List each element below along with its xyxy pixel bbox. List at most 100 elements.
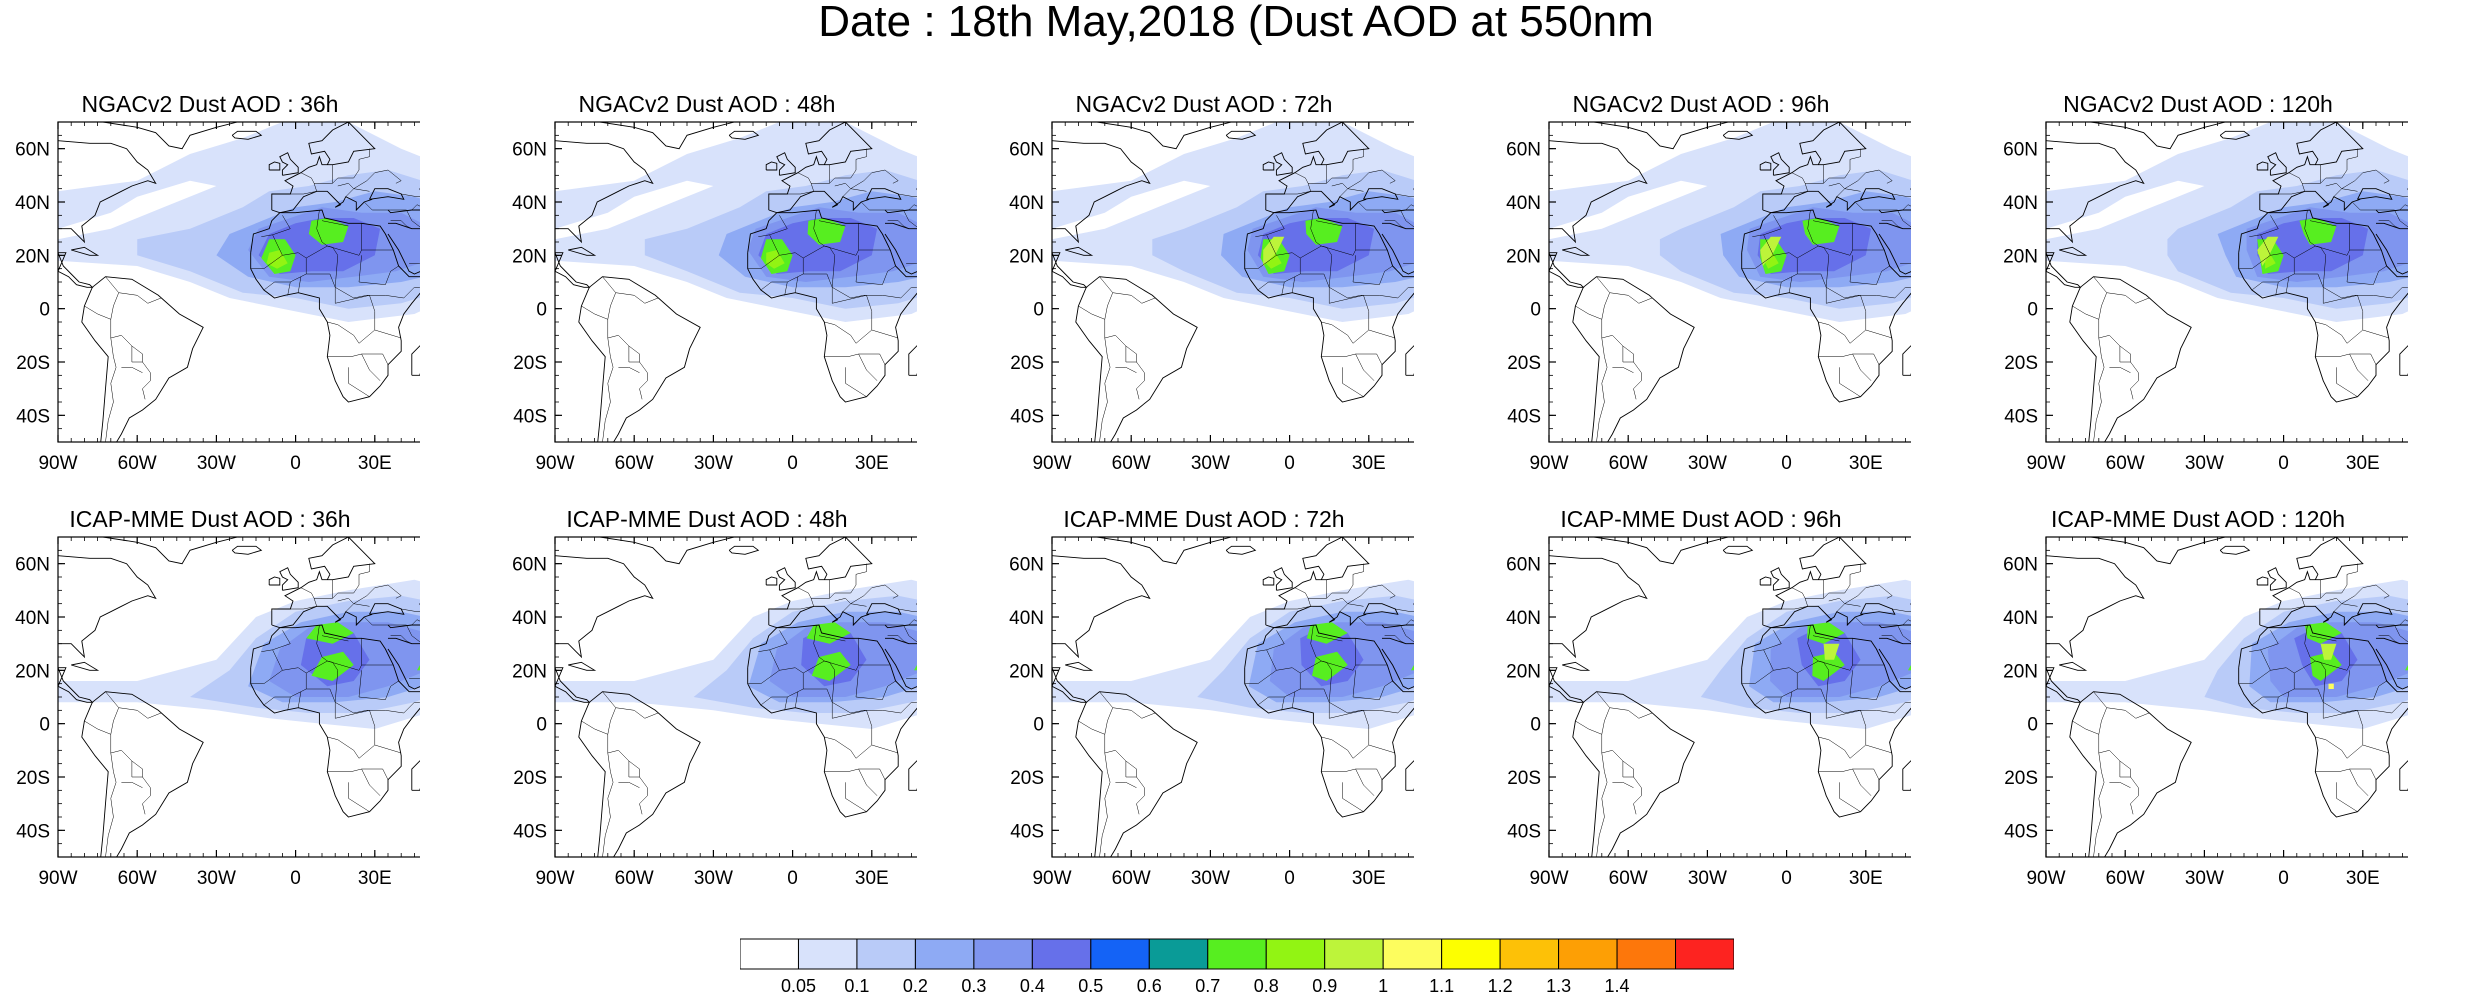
country-border — [2285, 276, 2290, 293]
country-border — [2323, 295, 2390, 339]
country-border — [390, 220, 412, 229]
country-border — [747, 670, 780, 684]
lon-tick-label: 30W — [694, 868, 733, 889]
country-border — [1384, 220, 1406, 229]
coastline-greenland — [2090, 122, 2226, 150]
country-border — [2309, 220, 2337, 227]
country-border — [2349, 223, 2382, 251]
coastline-madagascar — [1902, 345, 1911, 376]
lon-tick-label: 30W — [2185, 453, 2224, 474]
country-border — [1125, 761, 1137, 778]
country-border — [2378, 635, 2400, 644]
country-border — [908, 619, 917, 626]
map-panel-icap-7: ICAP-MME Dust AOD : 72h 60N 40N 20N 0 20S 40S 9… — [994, 505, 1414, 965]
country-border — [2093, 276, 2150, 304]
lon-tick-label: 30W — [2185, 868, 2224, 889]
country-border — [618, 367, 640, 373]
coastline-britain — [1770, 152, 1790, 176]
map-panel-icap-9: ICAP-MME Dust AOD : 120h 60N 40N 20N 0 20S 40S… — [1988, 505, 2408, 965]
country-border — [602, 276, 659, 304]
country-border — [1596, 337, 1608, 442]
dust-aod-map: 60N40N20N020S40S90W60W30W030E60E — [1506, 121, 1911, 474]
country-border — [787, 172, 815, 195]
lon-tick-label: 90W — [1529, 868, 1568, 889]
country-border — [1839, 782, 1861, 812]
colorbar-swatch — [1499, 938, 1560, 970]
country-border — [784, 696, 788, 711]
country-border — [1855, 201, 1882, 211]
coastline-iberiaNorth — [1381, 624, 1414, 629]
country-border — [1575, 305, 1642, 400]
country-border — [1255, 215, 1285, 237]
country-border — [1321, 321, 1369, 344]
lon-tick-label: 90W — [38, 453, 77, 474]
country-border — [411, 619, 420, 626]
coastline-britain — [776, 152, 796, 176]
coastline-iceland — [1225, 545, 1257, 555]
country-border — [1892, 193, 1911, 197]
country-border — [131, 761, 143, 778]
country-border — [361, 768, 381, 796]
country-border — [2378, 209, 2408, 228]
country-border — [1781, 587, 1809, 610]
lon-tick-label: 60W — [1609, 868, 1648, 889]
coastline-europeSouth — [768, 605, 870, 629]
coastline-centralAmerica — [555, 252, 591, 288]
lon-tick-label: 60W — [615, 453, 654, 474]
country-border — [2397, 677, 2408, 679]
lat-tick-label: 20S — [513, 353, 547, 374]
country-border — [607, 292, 616, 320]
coastline-iceland — [2219, 545, 2251, 555]
coastline-madagascar — [411, 345, 420, 376]
lon-tick-label: 30E — [1352, 868, 1386, 889]
coastline-blacksea — [2357, 603, 2393, 615]
lat-tick-label: 20S — [2004, 768, 2038, 789]
coastline-arabia — [884, 637, 917, 690]
country-border — [2238, 255, 2271, 269]
country-border — [1818, 245, 1877, 299]
coastline-iceland — [231, 545, 263, 555]
coastline-blacksea — [1860, 188, 1896, 200]
country-border — [628, 346, 640, 363]
lat-tick-label: 40N — [1009, 193, 1044, 214]
country-border — [1778, 281, 1782, 296]
country-border — [305, 258, 336, 304]
country-border — [361, 638, 394, 666]
colorbar-swatch — [1382, 938, 1443, 970]
country-border — [1284, 587, 1312, 610]
coastline-iberiaNorth — [387, 624, 420, 629]
lat-tick-label: 40S — [1010, 821, 1044, 842]
colorbar-swatch — [1265, 938, 1326, 970]
aod-contour — [2310, 651, 2342, 681]
country-border — [1321, 660, 1380, 714]
country-border — [1796, 673, 1827, 719]
country-border — [2109, 367, 2131, 373]
country-border — [1902, 619, 1911, 626]
country-border — [1352, 255, 1393, 285]
coastline-iberiaNorth — [1381, 209, 1414, 214]
lon-tick-label: 30E — [2346, 453, 2380, 474]
colorbar-swatch — [1031, 938, 1092, 970]
country-border — [1805, 563, 1861, 599]
country-border — [2119, 761, 2131, 778]
coastline-southAmerica — [1572, 691, 1695, 857]
country-border — [887, 209, 917, 228]
country-border — [2309, 635, 2337, 642]
coastline-britain — [2267, 567, 2287, 591]
country-border — [1826, 710, 1893, 754]
coastline-cuba — [1065, 661, 1094, 671]
country-border — [1839, 367, 1861, 397]
lat-tick-label: 60N — [2003, 140, 2038, 161]
country-border — [855, 255, 896, 285]
coastline-iceland — [1722, 130, 1754, 140]
country-border — [2278, 172, 2306, 195]
coastline-madagascar — [2399, 345, 2408, 376]
coastline-cuba — [568, 246, 597, 256]
coastline-africa — [2238, 624, 2408, 818]
lat-tick-label: 60N — [1506, 555, 1541, 576]
aod-contour — [311, 651, 354, 681]
coastline-ireland — [765, 161, 778, 171]
panel-title: ICAP-MME Dust AOD : 48h — [566, 506, 848, 532]
coastline-britain — [1770, 567, 1790, 591]
country-border — [887, 220, 909, 229]
